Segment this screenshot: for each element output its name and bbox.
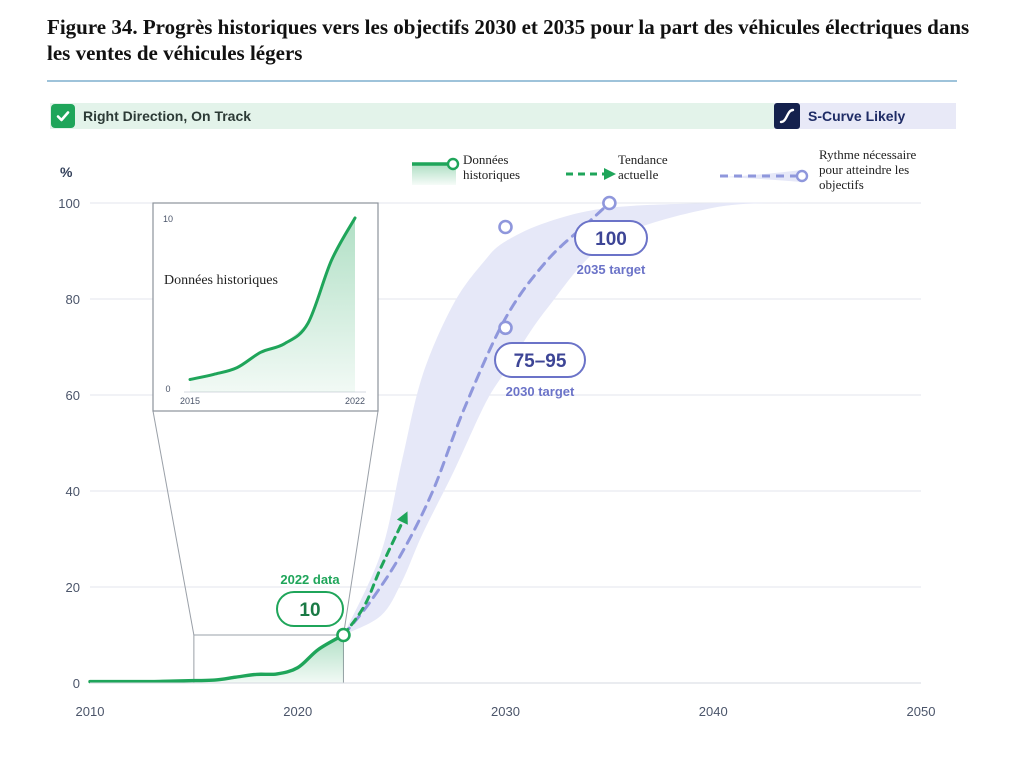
annotation-2030-target: 75–95 2030 target — [494, 342, 586, 399]
annotation-2035-target: 100 2035 target — [574, 220, 648, 277]
y-tick-label: 20 — [66, 580, 80, 595]
legend-label-trend: Tendance actuelle — [618, 152, 668, 182]
x-tick-label: 2040 — [699, 704, 728, 719]
legend-trend-arrowhead — [604, 168, 616, 180]
x-tick-label: 2010 — [76, 704, 105, 719]
historical-area — [90, 635, 344, 683]
legend-label-required: Rythme nécessaire pour atteindre les obj… — [819, 147, 917, 192]
status-left-label: Right Direction, On Track — [83, 108, 252, 124]
s-curve-icon — [774, 103, 800, 129]
inset-area — [190, 218, 355, 392]
y-tick-label: 0 — [73, 676, 80, 691]
annotation-pill — [276, 591, 344, 627]
inset-line — [188, 216, 357, 381]
annotation-pill — [574, 220, 648, 256]
annotations: 10 2022 data 75–95 2030 target 100 2035 targe… — [276, 220, 648, 627]
legend-required-glyph — [720, 169, 809, 183]
annotation-pill — [494, 342, 586, 378]
x-tick-label: 2030 — [491, 704, 520, 719]
y-axis-label: % — [60, 164, 73, 180]
y-tick-label: 80 — [66, 292, 80, 307]
annotation-label: 2035 target — [577, 262, 646, 277]
required-band — [343, 202, 797, 635]
title-divider — [47, 80, 957, 82]
checkmark-icon — [51, 104, 75, 128]
legend-required-marker — [795, 169, 809, 183]
annotation-label: 2022 data — [280, 572, 340, 587]
x-tick-label: 2050 — [907, 704, 936, 719]
figure-title: Figure 34. Progrès historiques vers les … — [47, 15, 970, 65]
marker-layer — [336, 195, 617, 643]
required-band-area — [343, 202, 797, 635]
legend-historical-marker — [446, 157, 460, 171]
trend-line — [342, 513, 408, 637]
annotation-2022-data: 10 2022 data — [276, 572, 344, 627]
legend-historical-glyph — [412, 157, 460, 185]
legend-label-historical: Données historiques — [463, 152, 521, 182]
target-point — [498, 320, 513, 336]
inset-x-tick-label: 2015 — [180, 396, 200, 406]
annotation-value: 75–95 — [514, 351, 567, 372]
inset-title: Données historiques — [164, 273, 278, 288]
x-tick-label: 2020 — [283, 704, 312, 719]
status-bar: Right Direction, On Track S-Curve Likely — [50, 103, 956, 129]
legend — [412, 157, 809, 185]
annotation-value: 10 — [299, 600, 320, 621]
inset-y-tick-label: 0 — [165, 384, 170, 394]
y-tick-label: 60 — [66, 388, 80, 403]
target-point — [602, 195, 617, 211]
inset-y-tick-label: 10 — [163, 214, 173, 224]
data-point-2022 — [336, 627, 351, 643]
y-tick-label: 100 — [58, 196, 80, 211]
legend-historical-swatch — [412, 165, 456, 185]
legend-trend-glyph — [566, 168, 616, 180]
legend-required-band — [720, 170, 802, 182]
trend-arrowhead — [396, 511, 408, 525]
series-layer — [88, 201, 611, 684]
inset-x-tick-label: 2022 — [345, 396, 365, 406]
annotation-value: 100 — [595, 229, 627, 250]
historical-line — [88, 633, 346, 684]
inset-connector-right — [342, 410, 379, 636]
status-left: Right Direction, On Track — [50, 103, 251, 129]
target-point — [498, 219, 513, 235]
inset-chart: 0 10 2015 2022 — [152, 202, 379, 412]
y-tick-label: 40 — [66, 484, 80, 499]
inset-connector-left — [152, 410, 195, 636]
annotation-label: 2030 target — [506, 384, 575, 399]
status-right: S-Curve Likely — [774, 103, 956, 129]
status-right-label: S-Curve Likely — [808, 108, 906, 124]
required-pace-line — [342, 201, 611, 637]
